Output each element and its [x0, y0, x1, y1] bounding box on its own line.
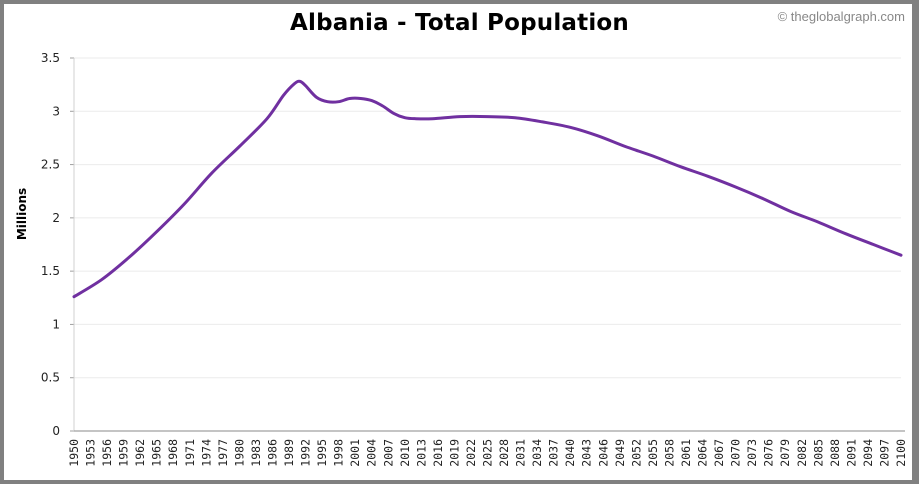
x-tick-label: 2070	[729, 439, 743, 467]
x-tick-label: 1977	[216, 439, 230, 467]
x-tick-label: 1959	[117, 439, 131, 467]
y-axis: 0 0.5 1 1.5 2 2.5 3 3.5	[41, 51, 75, 438]
y-tick-label: 3	[52, 104, 60, 118]
x-tick-label: 2100	[894, 439, 908, 467]
x-tick-label: 2004	[365, 439, 379, 467]
x-tick-label: 1986	[265, 439, 279, 467]
x-tick-label: 2010	[398, 439, 412, 467]
x-tick-label: 2064	[696, 439, 710, 467]
x-tick-label: 2040	[563, 439, 577, 467]
x-tick-label: 1950	[67, 439, 81, 467]
x-tick-label: 1992	[299, 439, 313, 467]
x-tick-label: 2046	[596, 439, 610, 467]
x-tick-label: 2049	[613, 439, 627, 467]
x-tick-label: 1968	[166, 439, 180, 467]
x-tick-label: 1974	[199, 439, 213, 467]
x-tick-label: 2076	[762, 439, 776, 467]
x-tick-label: 1989	[282, 439, 296, 467]
y-tick-label: 0	[52, 424, 60, 438]
x-tick-label: 1956	[100, 439, 114, 467]
y-tick-label: 2.5	[41, 158, 60, 172]
x-tick-label: 1962	[133, 439, 147, 467]
chart-title: Albania - Total Population	[289, 10, 629, 36]
x-tick-label: 1965	[150, 439, 164, 467]
x-tick-label: 1995	[315, 439, 329, 467]
x-tick-label: 2028	[497, 439, 511, 467]
x-tick-label: 2082	[795, 439, 809, 467]
grid-lines	[74, 57, 901, 379]
x-tick-label: 2031	[514, 439, 528, 467]
x-tick-label: 1971	[183, 439, 197, 467]
x-tick-label: 2097	[877, 439, 891, 467]
x-tick-label: 2022	[464, 439, 478, 467]
x-tick-label: 2037	[547, 439, 561, 467]
x-tick-label: 2091	[844, 439, 858, 467]
x-tick-label: 2058	[662, 439, 676, 467]
x-tick-label: 2043	[580, 439, 594, 467]
x-axis: 1950 1953 1956 1959 1962 1965 1968 1971 1974 1977…	[67, 430, 908, 467]
x-tick-label: 2055	[646, 439, 660, 467]
x-tick-label: 2094	[861, 439, 875, 467]
x-tick-label: 2067	[712, 439, 726, 467]
x-tick-label: 2073	[745, 439, 759, 467]
x-tick-label: 2061	[679, 439, 693, 467]
x-tick-label: 2079	[778, 439, 792, 467]
y-tick-label: 3.5	[41, 51, 60, 65]
x-tick-label: 2007	[381, 439, 395, 467]
y-tick-label: 2	[52, 211, 60, 225]
y-tick-label: 0.5	[41, 371, 60, 385]
x-tick-label: 2088	[828, 439, 842, 467]
x-tick-label: 2052	[629, 439, 643, 467]
x-tick-label: 1953	[84, 439, 98, 467]
x-tick-label: 2025	[481, 439, 495, 467]
y-tick-label: 1.5	[41, 264, 60, 278]
x-tick-label: 2013	[414, 439, 428, 467]
credit-watermark: © theglobalgraph.com	[777, 9, 905, 24]
x-tick-label: 2019	[447, 439, 461, 467]
y-tick-label: 1	[52, 317, 60, 331]
x-tick-label: 1980	[232, 439, 246, 467]
x-tick-label: 2001	[348, 439, 362, 467]
x-tick-label: 2016	[431, 439, 445, 467]
x-tick-label: 1983	[249, 439, 263, 467]
x-tick-label: 1998	[332, 439, 346, 467]
chart-panel	[4, 4, 912, 480]
population-line	[72, 79, 903, 299]
x-tick-label: 2034	[530, 439, 544, 467]
y-axis-label: Millions	[15, 188, 29, 240]
x-tick-label: 2085	[811, 439, 825, 467]
